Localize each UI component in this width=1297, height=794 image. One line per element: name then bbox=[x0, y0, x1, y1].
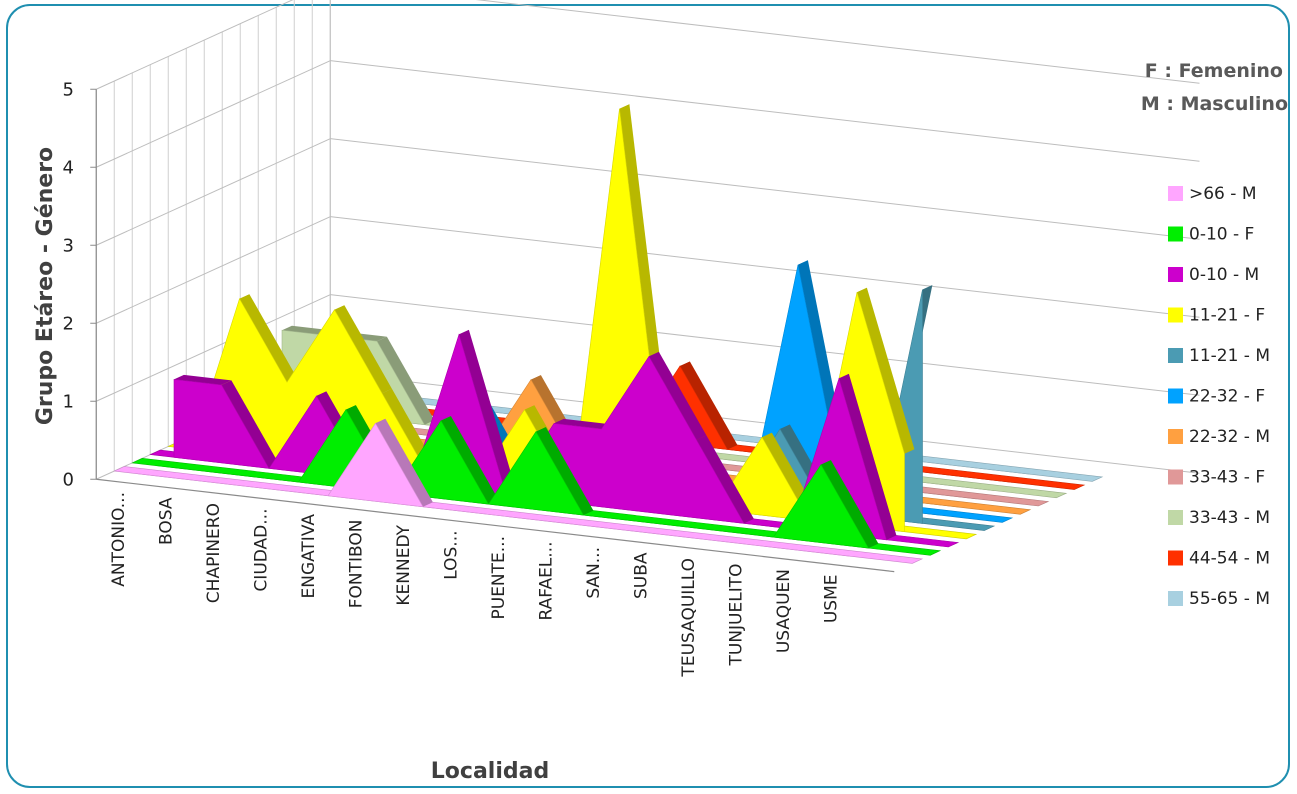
x-category-label: BOSA bbox=[157, 497, 177, 545]
legend-label: 33-43 - M bbox=[1189, 508, 1270, 528]
x-category-label: LOS... bbox=[442, 531, 462, 580]
x-category-label: FONTIBON bbox=[347, 520, 367, 609]
legend-label: >66 - M bbox=[1189, 184, 1257, 204]
x-category-label: CHAPINERO bbox=[204, 503, 224, 603]
x-category-label: SAN... bbox=[584, 547, 604, 599]
legend-item: 0-10 - F bbox=[1168, 225, 1254, 245]
legend-item: 11-21 - M bbox=[1168, 346, 1270, 366]
series-top-face bbox=[459, 329, 517, 496]
legend-label: 11-21 - M bbox=[1189, 346, 1270, 366]
y-tick-label: 2 bbox=[63, 313, 74, 334]
chart-floor bbox=[96, 478, 895, 573]
legend-swatch bbox=[1168, 429, 1183, 444]
x-category-label: TEUSAQUILLO bbox=[679, 558, 699, 678]
x-category-label: CIUDAD... bbox=[252, 509, 272, 592]
y-axis-ticks: 0 1 2 3 4 5 bbox=[63, 79, 97, 490]
legend-label: 33-43 - F bbox=[1189, 468, 1265, 488]
y-axis-title: Grupo Etáreo - Género bbox=[33, 147, 58, 425]
legend-item: 55-65 - M bbox=[1168, 589, 1270, 609]
legend-label: 55-65 - M bbox=[1189, 589, 1270, 609]
series-top-face bbox=[696, 435, 754, 524]
series-top-face bbox=[221, 380, 279, 469]
x-category-label: ENGATIVA bbox=[299, 514, 319, 599]
legend-item: 11-21 - F bbox=[1168, 306, 1265, 326]
x-axis-title: Localidad bbox=[431, 759, 549, 784]
legend-item: 0-10 - M bbox=[1168, 265, 1259, 285]
y-tick-label: 3 bbox=[63, 235, 74, 256]
legend-swatch bbox=[1168, 510, 1183, 525]
x-category-label: SUBA bbox=[632, 552, 652, 599]
legend-swatch bbox=[1168, 267, 1183, 282]
note-male: M : Masculino bbox=[1141, 93, 1288, 115]
series-top-face bbox=[536, 427, 594, 516]
legend-label: 44-54 - M bbox=[1189, 549, 1270, 569]
legend-label: 22-32 - F bbox=[1189, 387, 1265, 407]
series-top-face bbox=[554, 418, 612, 429]
x-category-label: TUNJUELITO bbox=[727, 564, 747, 667]
x-category-label: KENNEDY bbox=[394, 524, 414, 605]
legend-item: 22-32 - M bbox=[1168, 427, 1270, 447]
series-front-face bbox=[191, 108, 905, 533]
legend-swatch bbox=[1168, 307, 1183, 323]
legend-swatch bbox=[1168, 388, 1183, 404]
series-top-face bbox=[680, 361, 738, 450]
legend-swatch bbox=[1168, 469, 1183, 485]
legend-swatch bbox=[1168, 186, 1183, 201]
legend-item: >66 - M bbox=[1168, 184, 1257, 204]
series-front-face bbox=[137, 422, 851, 557]
y-tick-label: 0 bbox=[63, 469, 74, 490]
series-layer bbox=[113, 104, 1104, 564]
legend-item: 44-54 - M bbox=[1168, 549, 1270, 569]
legend-item: 33-43 - M bbox=[1168, 508, 1270, 528]
series-top-face bbox=[375, 418, 433, 507]
legend-label: 0-10 - F bbox=[1189, 225, 1254, 245]
legend-swatch bbox=[1168, 348, 1183, 363]
series-top-face bbox=[377, 336, 435, 425]
x-category-label: PUENTE... bbox=[489, 536, 509, 620]
series-top-face bbox=[857, 287, 915, 454]
y-tick-label: 5 bbox=[63, 79, 74, 100]
series--66-m bbox=[113, 418, 924, 564]
series-top-face bbox=[334, 305, 392, 394]
series-top-face bbox=[441, 416, 499, 505]
x-category-label: RAFAEL... bbox=[537, 542, 557, 621]
y-tick-label: 4 bbox=[63, 157, 74, 178]
legend-swatch bbox=[1168, 550, 1183, 566]
legend-label: 22-32 - M bbox=[1189, 427, 1270, 447]
legend-label: 0-10 - M bbox=[1189, 265, 1259, 285]
x-axis-categories: ANTONIO... BOSA CHAPINERO CIUDAD... ENGATIVA… bbox=[109, 492, 842, 678]
x-category-label: USAQUEN bbox=[774, 569, 794, 653]
legend-item: 33-43 - F bbox=[1168, 468, 1265, 488]
note-female: F : Femenino bbox=[1145, 60, 1283, 82]
series-top-face bbox=[239, 294, 297, 383]
legend-item: 22-32 - F bbox=[1168, 387, 1265, 407]
legend-swatch bbox=[1168, 591, 1183, 606]
x-category-label: USME bbox=[822, 575, 842, 624]
legend-swatch bbox=[1168, 226, 1183, 242]
legend-label: 11-21 - F bbox=[1189, 306, 1265, 326]
series-top-face bbox=[839, 373, 897, 540]
legend: >66 - M 0-10 - F 0-10 - M 11-21 - F 11-21 - … bbox=[1168, 184, 1270, 609]
x-category-label: ANTONIO... bbox=[109, 492, 129, 587]
y-tick-label: 1 bbox=[63, 391, 74, 412]
series-top-face bbox=[821, 460, 879, 549]
series-top-face bbox=[174, 374, 232, 385]
series-top-face bbox=[649, 351, 707, 440]
